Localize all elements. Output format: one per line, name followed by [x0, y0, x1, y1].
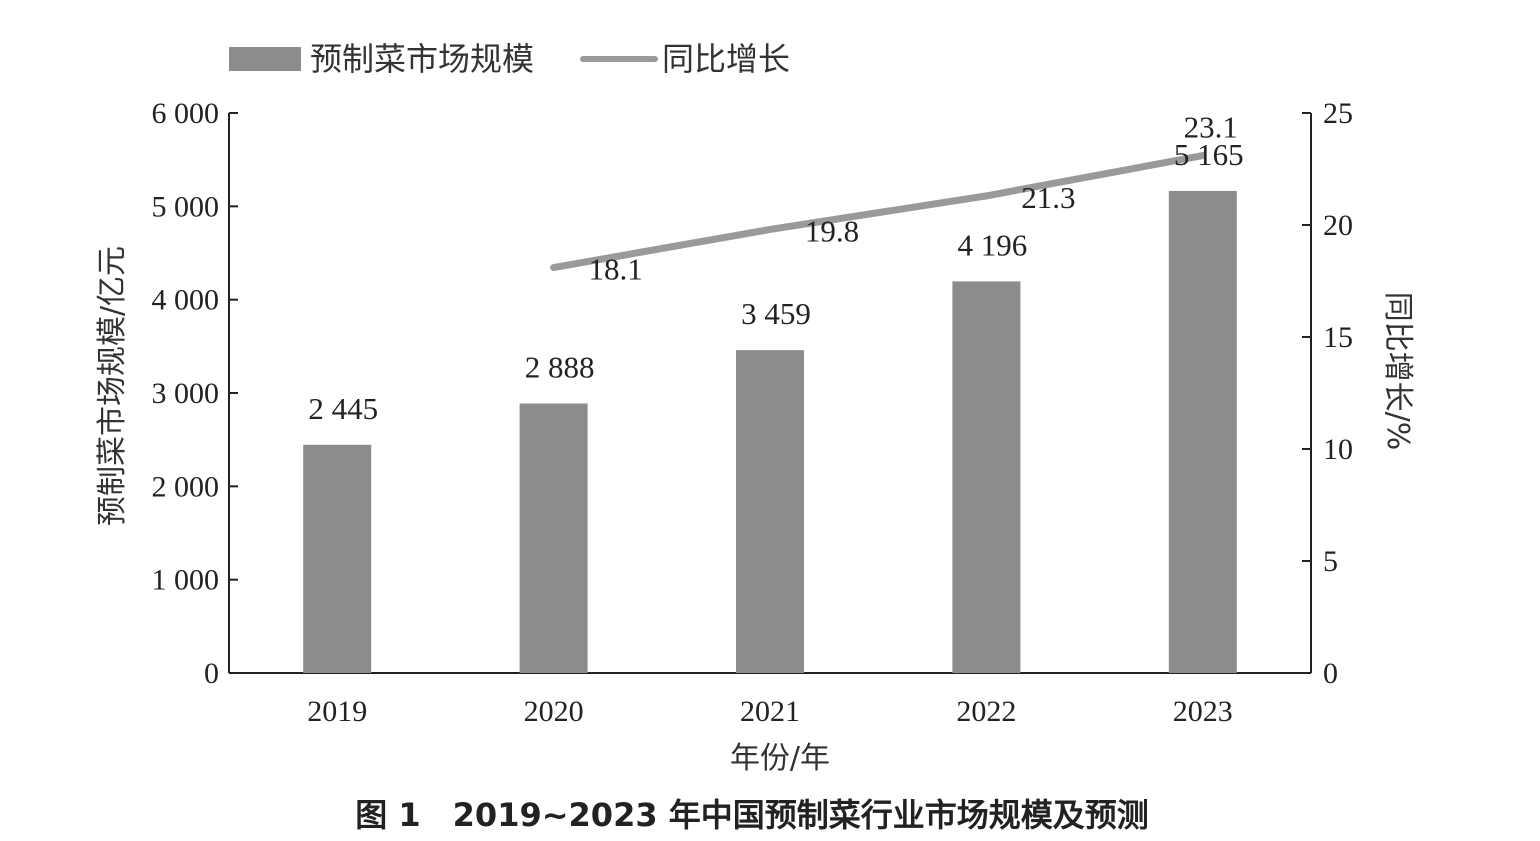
- y2-tick-label: 15: [1323, 321, 1353, 354]
- growth-line-series: [550, 152, 1207, 272]
- bar: [736, 350, 804, 673]
- y2-tick-label: 10: [1323, 433, 1353, 466]
- x-axis-ticks: 2019 2020 2021 2022 2023: [307, 695, 1233, 728]
- bar-value-label: 4 196: [958, 227, 1028, 262]
- y2-tick-label: 20: [1323, 209, 1353, 242]
- y-tick-label: 0: [204, 657, 219, 690]
- growth-point: [550, 264, 557, 271]
- y-axis-title: 预制菜市场规模/亿元: [95, 246, 130, 526]
- x-tick-label: 2022: [956, 695, 1016, 728]
- y-tick-label: 3 000: [152, 377, 220, 410]
- y-tick-label: 4 000: [152, 284, 220, 317]
- data-labels: 2 445 2 888 3 459 4 196 5 165 18.1 19.8 21.3 23.…: [308, 110, 1243, 426]
- bar: [303, 444, 372, 673]
- x-axis-title: 年份/年: [730, 741, 830, 776]
- bar: [519, 403, 588, 673]
- figure-caption: 图 1 2019~2023 年中国预制菜行业市场规模及预测: [355, 796, 1149, 834]
- bar-value-label: 3 459: [741, 296, 811, 331]
- growth-line: [550, 152, 1207, 272]
- y-tick-label: 2 000: [152, 470, 220, 503]
- x-tick-label: 2023: [1173, 695, 1233, 728]
- growth-value-label: 23.1: [1184, 110, 1238, 145]
- growth-point: [983, 192, 990, 199]
- legend-bar-label: 预制菜市场规模: [310, 40, 534, 78]
- x-tick-label: 2021: [740, 695, 800, 728]
- y2-tick-label: 0: [1323, 657, 1338, 690]
- x-tick-label: 2019: [307, 695, 367, 728]
- growth-point: [767, 226, 773, 233]
- bar-value-label: 2 445: [308, 391, 378, 426]
- bar: [1168, 190, 1237, 673]
- y-tick-label: 5 000: [152, 190, 220, 223]
- y2-axis-title: 同比增长/%: [1380, 292, 1415, 451]
- legend: 预制菜市场规模 同比增长: [229, 40, 790, 78]
- growth-value-label: 18.1: [588, 252, 642, 287]
- bar-series: [303, 190, 1237, 673]
- y2-tick-label: 25: [1323, 97, 1353, 130]
- bar-value-label: 2 888: [525, 349, 595, 384]
- y-tick-label: 1 000: [152, 564, 220, 597]
- y-tick-label: 6 000: [152, 97, 220, 130]
- growth-value-label: 19.8: [805, 213, 859, 248]
- left-axis-ticks: 0 1 000 2 000 3 000 4 000 5 000 6 000: [152, 97, 238, 690]
- y2-tick-label: 5: [1323, 545, 1338, 578]
- growth-value-label: 21.3: [1021, 180, 1075, 215]
- legend-bar-swatch: [229, 47, 301, 71]
- right-axis-ticks: 0 5 10 15 20 25: [1302, 97, 1353, 690]
- x-tick-label: 2020: [524, 695, 584, 728]
- bar: [952, 281, 1021, 673]
- legend-line-label: 同比增长: [662, 40, 790, 78]
- bar-value-label: 5 165: [1174, 137, 1244, 172]
- growth-point: [1199, 152, 1206, 159]
